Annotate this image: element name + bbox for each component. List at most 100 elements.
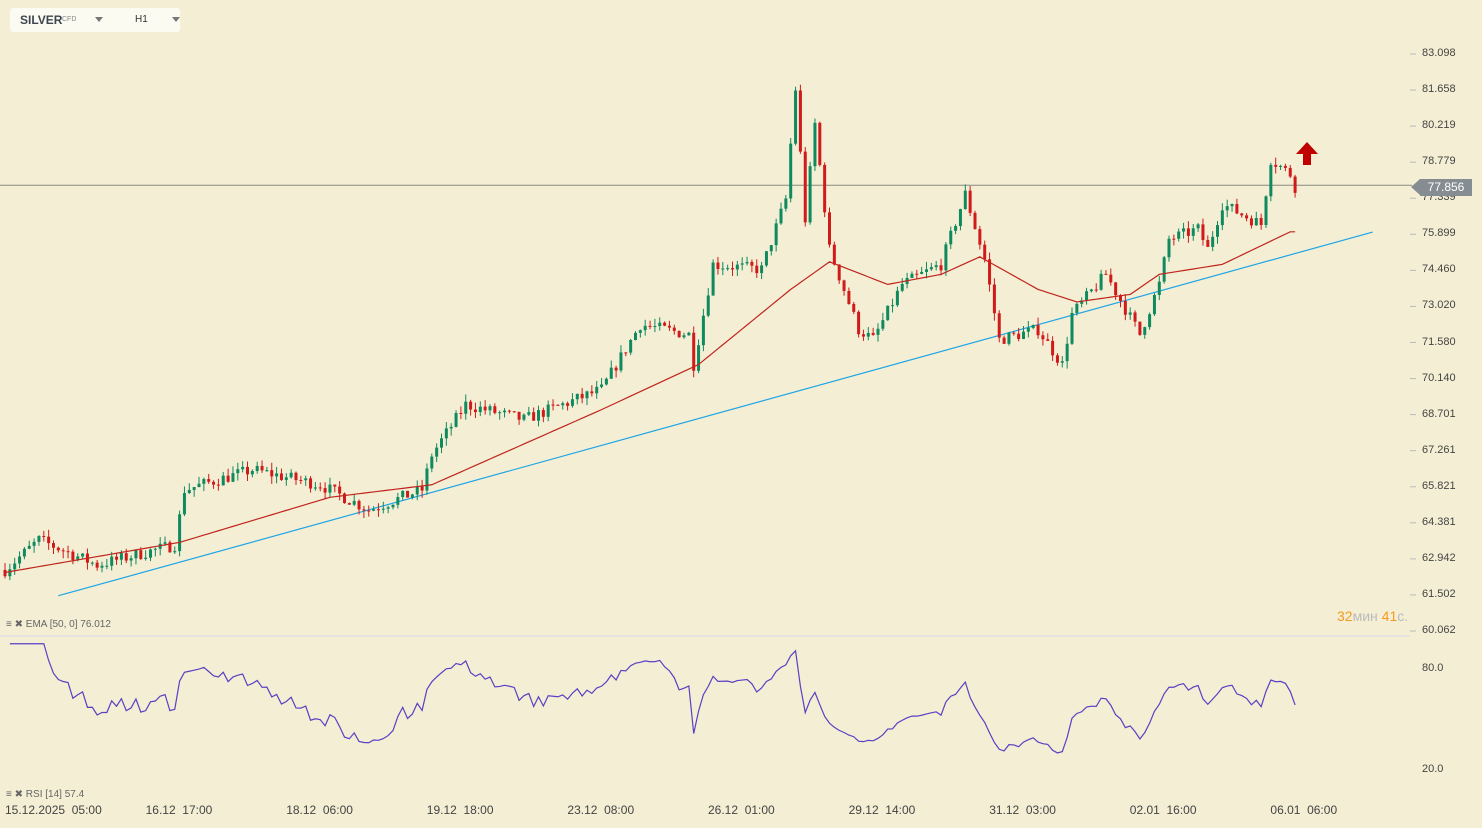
- candle-body: [459, 412, 463, 414]
- settings-icon[interactable]: ≡: [6, 789, 12, 800]
- timer-seconds: 41: [1381, 608, 1398, 624]
- candle-body: [1245, 215, 1249, 219]
- candle-body: [275, 473, 279, 477]
- candle-body: [260, 465, 264, 471]
- candle-body: [313, 487, 317, 489]
- close-icon[interactable]: ✖: [14, 619, 24, 630]
- candle-body: [42, 536, 46, 538]
- candle-body: [347, 503, 351, 505]
- candle-body: [95, 562, 99, 568]
- candle-body: [37, 536, 41, 542]
- symbol-selector[interactable]: SILVER CFD H1: [10, 8, 180, 32]
- candle-body: [279, 473, 283, 480]
- candle-body: [619, 352, 623, 371]
- candle-body: [503, 410, 507, 413]
- candle-body: [32, 541, 36, 546]
- candle-body: [173, 551, 177, 553]
- candle-body: [1012, 332, 1016, 334]
- symbol-type: CFD: [62, 16, 77, 23]
- candle-body: [527, 412, 531, 415]
- candle-body: [789, 143, 793, 199]
- candle-body: [1152, 294, 1156, 315]
- price-tick: 78.779: [1422, 155, 1456, 168]
- candle-body: [735, 264, 739, 270]
- candle-body: [1051, 340, 1055, 356]
- candle-body: [1055, 355, 1059, 363]
- candle-body: [420, 486, 424, 491]
- candle-body: [105, 565, 109, 567]
- candle-body: [900, 283, 904, 291]
- candle-body: [600, 384, 604, 387]
- settings-icon[interactable]: ≡: [6, 619, 12, 630]
- candle-body: [221, 475, 225, 486]
- ema-value: 76.012: [80, 619, 111, 630]
- timeframe-selector[interactable]: H1: [135, 14, 148, 25]
- candle-body: [667, 325, 671, 328]
- candle-body: [498, 412, 502, 414]
- rsi-legend[interactable]: ≡ ✖ RSI [14] 57.4: [6, 789, 84, 800]
- candle-body: [963, 190, 967, 210]
- candle-body: [1065, 343, 1069, 362]
- candle-body: [1249, 218, 1253, 226]
- price-tick: 68.701: [1422, 407, 1456, 420]
- ema-legend[interactable]: ≡ ✖ EMA [50, 0] 76.012: [6, 619, 111, 630]
- candle-body: [861, 334, 865, 337]
- candle-body: [828, 212, 831, 245]
- candle-body: [1279, 165, 1283, 167]
- candle-body: [939, 265, 943, 271]
- candle-body: [692, 332, 696, 371]
- candle-body: [464, 401, 468, 414]
- candle-body: [1191, 228, 1195, 236]
- candle-body: [614, 367, 618, 371]
- candle-body: [250, 471, 254, 475]
- candle-body: [842, 280, 846, 291]
- candle-body: [1041, 335, 1045, 340]
- candle-body: [236, 469, 240, 474]
- candle-body: [406, 490, 410, 498]
- candle-body: [1109, 274, 1113, 283]
- candle-body: [677, 330, 681, 338]
- candle-body: [750, 261, 754, 266]
- rsi-label: RSI: [25, 789, 43, 800]
- candle-body: [1094, 289, 1098, 291]
- candle-body: [425, 468, 429, 491]
- close-icon[interactable]: ✖: [14, 789, 24, 800]
- candle-body: [541, 410, 545, 417]
- candle-body: [129, 558, 133, 561]
- candle-body: [163, 542, 167, 544]
- chevron-down-icon[interactable]: [95, 17, 103, 26]
- candle-body: [891, 305, 895, 307]
- candle-body: [609, 367, 613, 379]
- candle-body: [376, 509, 380, 511]
- candle-body: [755, 265, 759, 274]
- candle-body: [1186, 228, 1190, 236]
- candle-body: [915, 273, 919, 275]
- ema-line: [4, 231, 1296, 574]
- up-arrow-icon: [1296, 142, 1318, 165]
- candle-body: [1157, 281, 1161, 295]
- time-tick: 18.12 06:00: [286, 803, 353, 817]
- candle-body: [1080, 300, 1084, 304]
- chevron-down-icon[interactable]: [172, 17, 180, 26]
- candle-body: [760, 265, 764, 274]
- candle-body: [1293, 176, 1297, 193]
- candle-body: [192, 487, 196, 490]
- candle-body: [697, 345, 701, 371]
- candle-body: [1119, 295, 1122, 301]
- candle-body: [658, 322, 662, 327]
- candle-body: [1201, 224, 1205, 241]
- candle-body: [551, 404, 555, 406]
- candle-body: [745, 261, 749, 264]
- candle-body: [740, 263, 744, 265]
- candle-body: [197, 483, 201, 488]
- candle-body: [1211, 236, 1215, 247]
- rsi-line: [9, 643, 1296, 754]
- candle-body: [168, 542, 172, 553]
- candle-body: [13, 563, 17, 570]
- candle-body: [1114, 282, 1118, 296]
- candle-body: [241, 466, 245, 470]
- candle-body: [634, 332, 637, 341]
- candle-body: [396, 497, 400, 505]
